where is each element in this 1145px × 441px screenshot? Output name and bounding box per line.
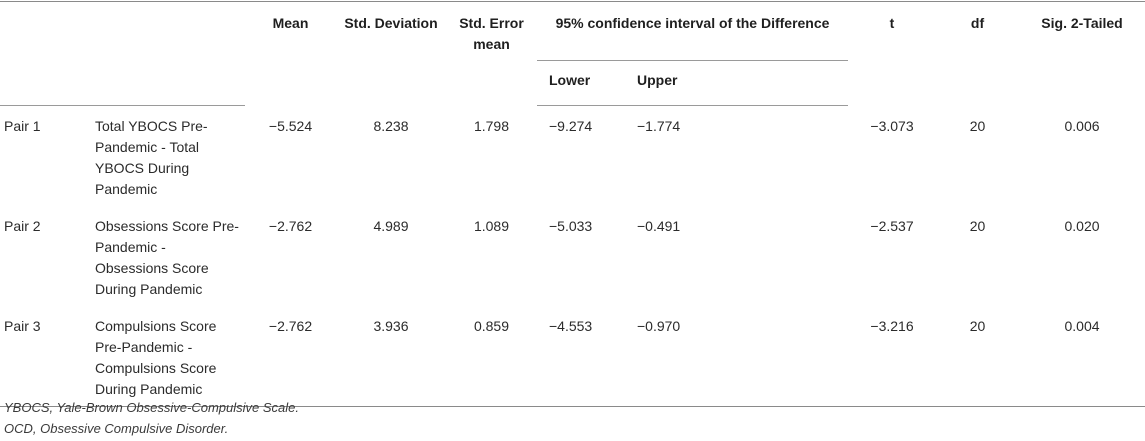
sig-value: 0.020 — [1064, 218, 1100, 234]
table-row: Pair 2 Obsessions Score Pre-Pandemic - O… — [0, 206, 1145, 306]
upper-value: −0.970 — [633, 306, 849, 407]
sig-value: 0.004 — [1019, 306, 1145, 407]
header-blank-variable — [95, 1, 245, 61]
mean-value: −2.762 — [245, 306, 336, 407]
table-row: Pair 3 Compulsions Score Pre-Pandemic - … — [0, 306, 1145, 407]
lower-value: −9.274 — [549, 118, 593, 134]
header-std-error-mean: Std. Error mean — [446, 1, 537, 106]
std-deviation-value: 8.238 — [373, 117, 409, 134]
header-row-1: Mean Std. Deviation Std. Error mean 95% … — [0, 1, 1145, 106]
header-upper: Upper — [633, 60, 849, 106]
upper-value: −0.491 — [637, 218, 681, 234]
header-blank-pair-2 — [0, 60, 95, 106]
footnote-ocd: OCD, Obsessive Compulsive Disorder. — [4, 421, 229, 436]
sig-value: 0.006 — [1064, 117, 1100, 134]
header-row-2: Lower Upper — [0, 60, 1145, 106]
header-blank-variable-2 — [95, 60, 245, 106]
table-row: Pair 1 Total YBOCS Pre-Pandemic - Total … — [0, 106, 1145, 207]
mean-value: −2.762 — [268, 218, 313, 234]
header-mean: Mean — [245, 1, 336, 106]
header-t: t — [848, 1, 937, 106]
pair-label: Pair 2 — [4, 218, 41, 234]
header-confidence-interval: 95% confidence interval of the Differenc… — [537, 1, 849, 61]
lower-value: −4.553 — [537, 306, 633, 407]
t-value: −3.216 — [848, 306, 937, 407]
df-value: 20 — [969, 117, 986, 134]
std-error-mean-value: 0.859 — [446, 306, 537, 407]
std-error-mean-value: 1.089 — [473, 218, 510, 234]
df-value: 20 — [969, 218, 986, 234]
paired-samples-table: Mean Std. Deviation Std. Error mean 95% … — [0, 1, 1145, 407]
variable-label: Obsessions Score Pre-Pandemic - Obsessio… — [95, 218, 239, 297]
df-value: 20 — [936, 306, 1020, 407]
t-value: −3.073 — [870, 117, 914, 134]
header-df: df — [936, 1, 1020, 106]
footnote-ybocs: YBOCS, Yale-Brown Obsessive-Compulsive S… — [4, 400, 300, 415]
std-error-mean-value: 1.798 — [473, 117, 510, 134]
header-sig: Sig. 2-Tailed — [1019, 1, 1145, 106]
variable-label: Total YBOCS Pre-Pandemic - Total YBOCS D… — [95, 118, 208, 197]
header-blank-pair — [0, 1, 95, 61]
upper-value: −1.774 — [637, 118, 681, 134]
std-deviation-value: 3.936 — [336, 306, 446, 407]
pair-label: Pair 1 — [4, 118, 41, 134]
std-deviation-value: 4.989 — [373, 218, 409, 234]
mean-value: −5.524 — [268, 117, 313, 134]
pair-label: Pair 3 — [0, 306, 95, 407]
lower-value: −5.033 — [549, 218, 593, 234]
variable-label: Compulsions Score Pre-Pandemic - Compuls… — [95, 306, 245, 407]
t-value: −2.537 — [870, 218, 914, 234]
header-lower: Lower — [537, 60, 633, 106]
header-std-deviation: Std. Deviation — [336, 1, 446, 106]
